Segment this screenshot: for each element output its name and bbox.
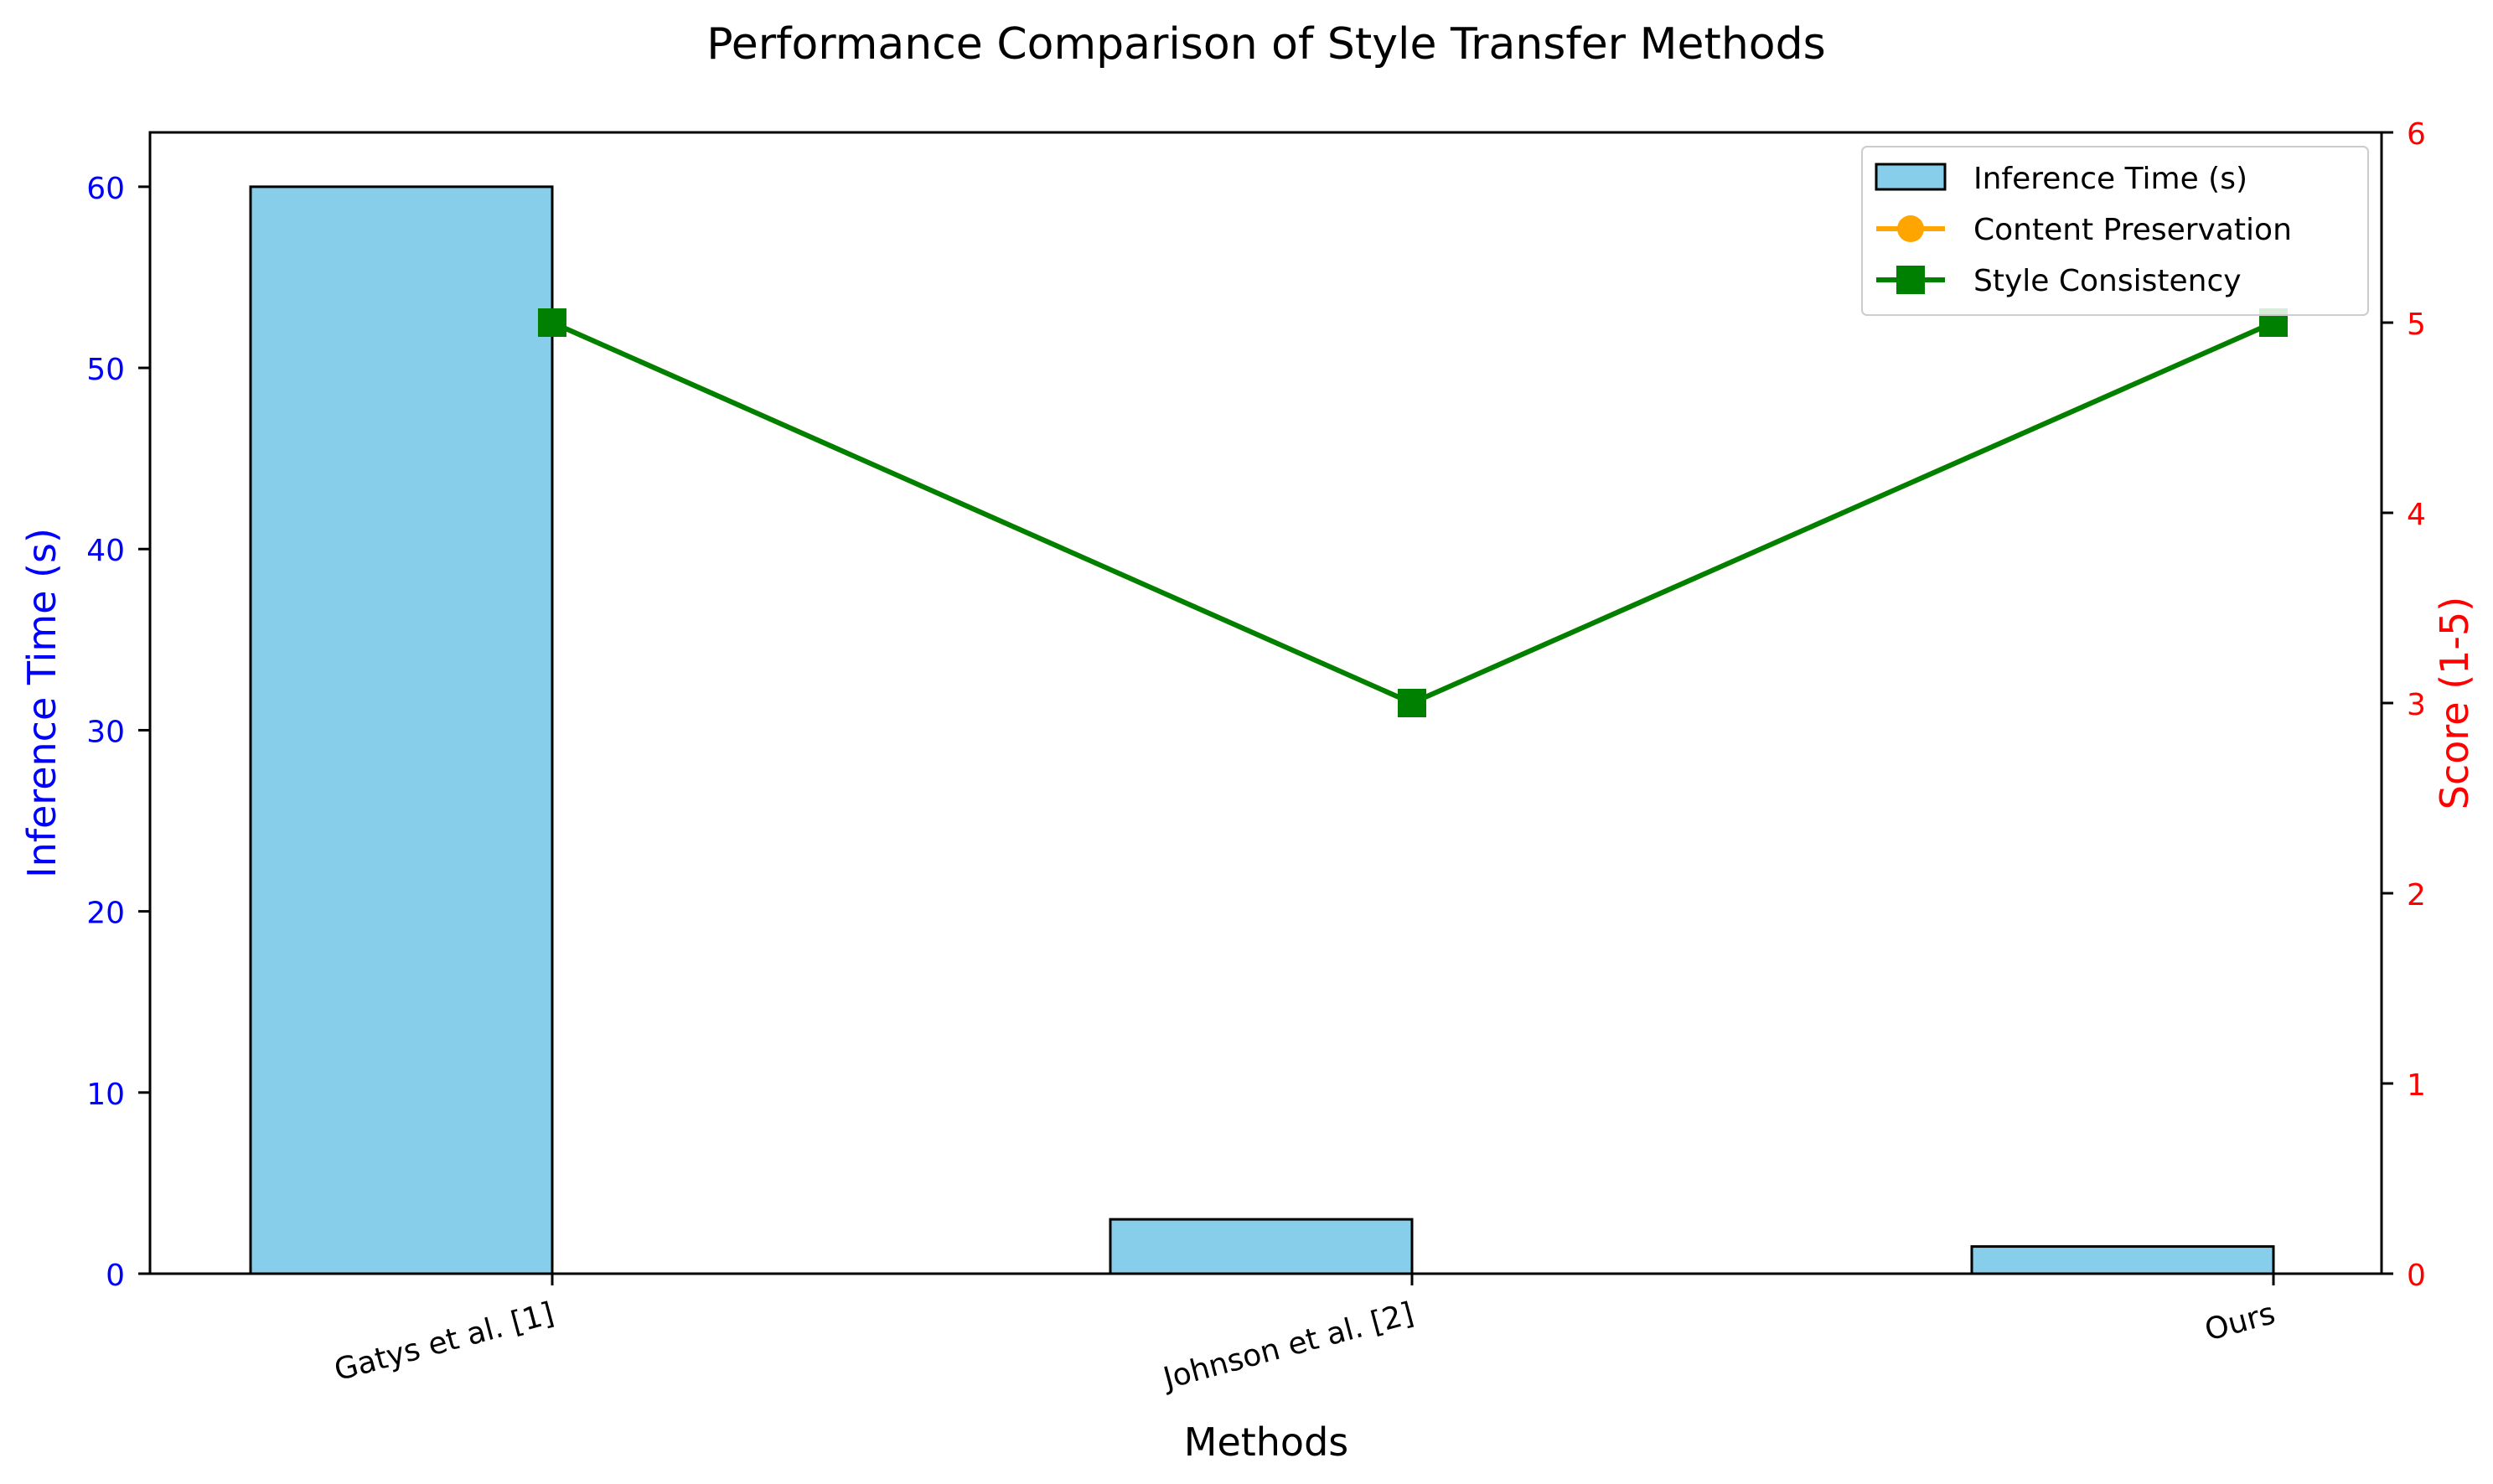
legend-swatch-marker [1896, 266, 1925, 294]
y-right-tick-label: 2 [2407, 878, 2426, 913]
y-left-tick-label: 20 [86, 897, 125, 931]
data-point [538, 308, 566, 337]
left-axis: 0 10 20 30 40 50 60 [86, 172, 150, 1293]
legend-swatch [1875, 163, 1947, 191]
y-left-tick-label: 30 [86, 715, 125, 749]
y-right-tick-label: 4 [2407, 498, 2426, 532]
legend-label: Inference Time (s) [1973, 162, 2247, 196]
chart-title: Performance Comparison of Style Transfer… [706, 19, 1825, 70]
data-point [1398, 689, 1426, 717]
legend-label: Style Consistency [1973, 264, 2242, 298]
y-right-tick-label: 3 [2407, 688, 2426, 722]
y-left-tick-label: 0 [106, 1259, 125, 1293]
y-right-tick-label: 1 [2407, 1068, 2426, 1103]
bar [1970, 1245, 2275, 1275]
y-right-tick-label: 6 [2407, 117, 2426, 152]
lines-group [538, 308, 2288, 717]
bar [249, 185, 554, 1275]
legend-swatch-marker [1897, 215, 1924, 242]
y-right-tick-label: 5 [2407, 308, 2426, 342]
y-left-tick-label: 10 [86, 1078, 125, 1112]
y-left-tick-label: 50 [86, 353, 125, 387]
y-right-tick-label: 0 [2407, 1259, 2426, 1293]
y-axis-left-label: Inference Time (s) [19, 528, 65, 878]
y-left-tick-label: 40 [86, 534, 125, 568]
legend-label: Content Preservation [1973, 213, 2292, 247]
y-left-tick-label: 60 [86, 172, 125, 206]
bars-group [249, 185, 2275, 1275]
right-axis: 0 1 2 3 4 5 6 [2382, 117, 2426, 1293]
legend-box [1861, 146, 2369, 316]
x-axis-label: Methods [1184, 1419, 1349, 1465]
legend: Inference Time (s) Content Preservation St… [1861, 146, 2369, 316]
y-axis-right-label: Score (1-5) [2432, 597, 2477, 809]
bar [1109, 1218, 1414, 1275]
